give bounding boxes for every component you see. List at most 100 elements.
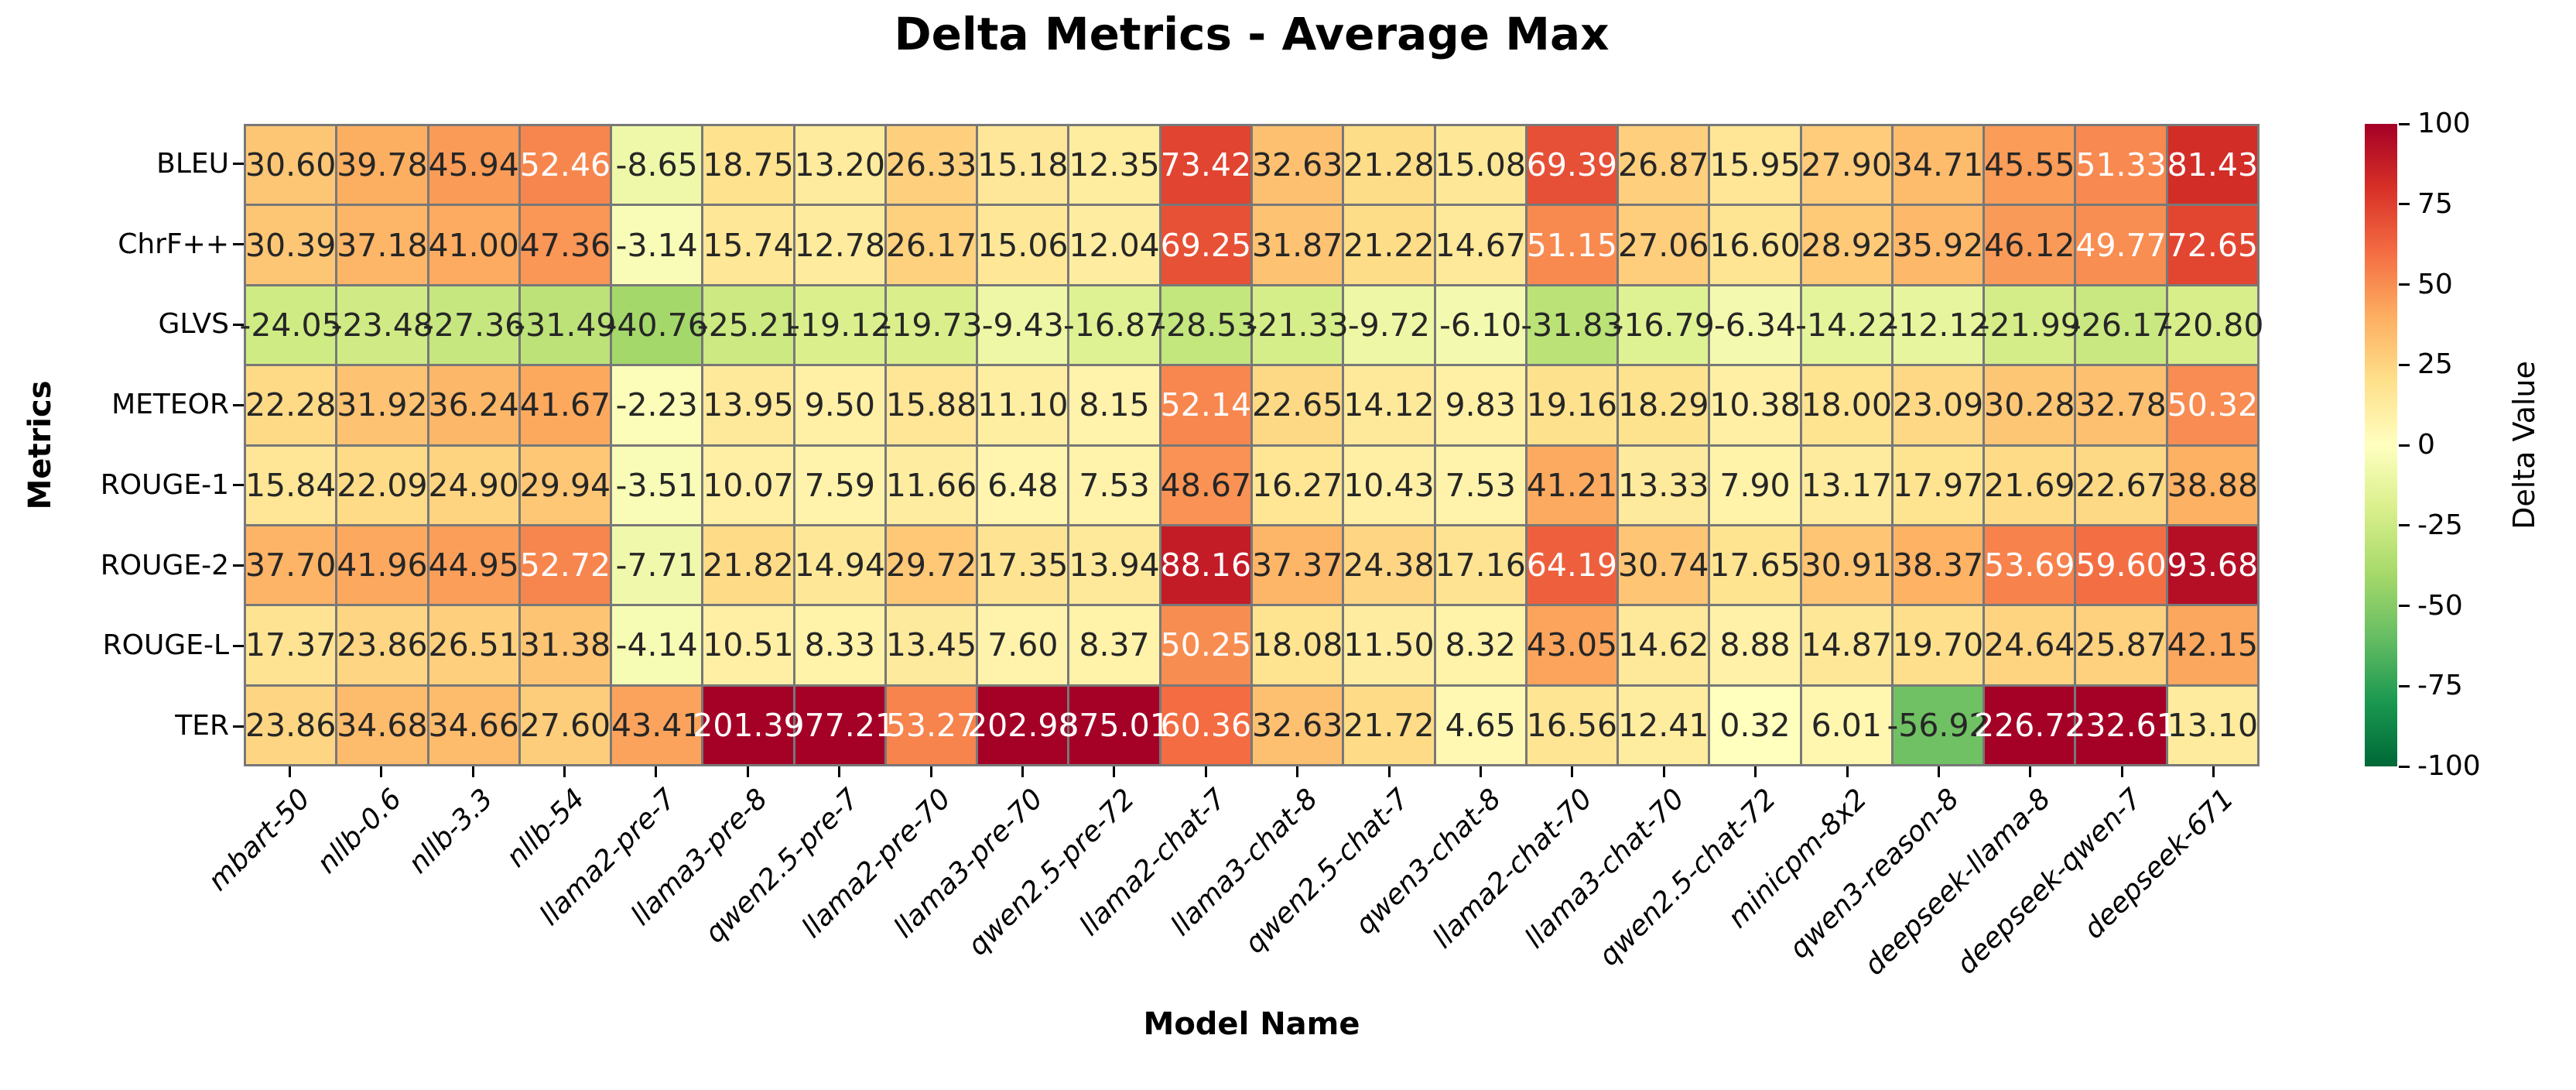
heatmap-cell-value: -6.34 xyxy=(1713,306,1797,344)
colorbar-label: Delta Value xyxy=(2507,361,2541,530)
heatmap-cell: 4.65 xyxy=(1435,686,1525,764)
heatmap-cell-value: 9.83 xyxy=(1445,386,1516,424)
heatmap-cell-value: -14.22 xyxy=(1795,306,1898,344)
heatmap-cell: 22.65 xyxy=(1252,366,1343,444)
x-tick-mark xyxy=(1571,766,1574,777)
heatmap-cell: -19.73 xyxy=(880,286,983,365)
heatmap-cell-value: 15.95 xyxy=(1709,146,1801,184)
heatmap-cell-value: -27.36 xyxy=(422,306,525,344)
x-tick-mark xyxy=(1662,766,1665,777)
heatmap-cell-value: 18.00 xyxy=(1801,386,1892,424)
heatmap-cell-value: 81.43 xyxy=(2167,146,2259,184)
heatmap-cell: 27.90 xyxy=(1801,126,1892,204)
heatmap-cell: 18.08 xyxy=(1252,606,1343,684)
heatmap-cell: -7.71 xyxy=(612,526,702,605)
heatmap-cell: 49.77 xyxy=(2075,206,2167,284)
x-tick-mark xyxy=(1021,766,1024,777)
colorbar-tick-label: 0 xyxy=(2417,429,2435,461)
heatmap-cell: 59.60 xyxy=(2075,526,2167,605)
colorbar-tick-mark xyxy=(2399,605,2410,607)
heatmap-cell: 38.37 xyxy=(1893,526,1983,605)
heatmap-cell: 26.33 xyxy=(886,126,977,204)
heatmap-cell: 14.87 xyxy=(1801,606,1892,684)
heatmap-cell: 22.28 xyxy=(245,366,336,444)
heatmap-cell: 14.12 xyxy=(1343,366,1435,444)
heatmap-cell-value: 11.66 xyxy=(885,466,977,504)
heatmap-cell-value: 21.28 xyxy=(1343,146,1435,184)
x-tick-mark xyxy=(288,766,291,777)
heatmap-cell-value: 25.87 xyxy=(2075,626,2167,664)
y-tick-label: ROUGE-1 xyxy=(100,468,229,501)
heatmap-cell-value: 31.38 xyxy=(519,626,611,664)
heatmap-cell-value: 51.15 xyxy=(1526,226,1618,264)
heatmap-cell-value: 16.56 xyxy=(1526,706,1618,744)
heatmap-cell-value: 49.77 xyxy=(2075,226,2167,264)
heatmap-cell-value: 46.12 xyxy=(1984,226,2075,264)
colorbar-tick-mark xyxy=(2399,444,2410,447)
heatmap-cell-value: 42.15 xyxy=(2167,626,2259,664)
heatmap-cell: 8.33 xyxy=(795,606,884,684)
heatmap-cell-value: 52.14 xyxy=(1160,386,1252,424)
heatmap-cell: 52.72 xyxy=(520,526,611,605)
heatmap-cell-value: 29.94 xyxy=(519,466,611,504)
heatmap-cell-value: 6.01 xyxy=(1811,706,1882,744)
heatmap-cell: 32.63 xyxy=(1252,686,1343,764)
heatmap-cell: 21.72 xyxy=(1343,686,1435,764)
heatmap-cell-value: 232.61 xyxy=(2065,706,2177,744)
colorbar-tick-label: -25 xyxy=(2417,509,2463,541)
heatmap-cell-value: 11.10 xyxy=(977,386,1069,424)
heatmap-cell-value: 11.50 xyxy=(1343,626,1435,664)
x-tick-mark xyxy=(1480,766,1483,777)
heatmap-cell: 11.66 xyxy=(885,446,977,524)
heatmap-cell: 202.98 xyxy=(967,686,1079,764)
heatmap-cell: 13.94 xyxy=(1069,526,1160,605)
heatmap-cell-value: 8.32 xyxy=(1445,626,1516,664)
heatmap-cell: -3.14 xyxy=(612,206,702,284)
heatmap-cell-value: 10.51 xyxy=(703,626,794,664)
heatmap-cell: 41.21 xyxy=(1527,446,1617,524)
heatmap-cell: 41.96 xyxy=(337,526,428,605)
heatmap-cell-value: 27.60 xyxy=(519,706,611,744)
y-tick-label: TER xyxy=(175,710,229,742)
heatmap-cell: 13.45 xyxy=(886,606,977,684)
heatmap-cell-value: 36.24 xyxy=(428,386,519,424)
y-tick-mark xyxy=(233,323,244,326)
heatmap-cell: 88.16 xyxy=(1161,526,1251,605)
x-tick-label: mbart-50 xyxy=(201,783,316,897)
heatmap-cell: 17.65 xyxy=(1709,526,1801,605)
heatmap-cell-value: -16.79 xyxy=(1612,306,1715,344)
heatmap-cell-value: 13.33 xyxy=(1618,466,1709,504)
heatmap-cell: 30.91 xyxy=(1801,526,1892,605)
heatmap-cell: 16.60 xyxy=(1709,206,1801,284)
heatmap-cell-value: -16.87 xyxy=(1062,306,1166,344)
heatmap-cell-value: 31.92 xyxy=(337,386,428,424)
heatmap-cell-value: 13.10 xyxy=(2167,706,2259,744)
heatmap-cell: 22.09 xyxy=(337,446,428,524)
heatmap-cell: 10.07 xyxy=(703,446,794,524)
heatmap-cell: 15.08 xyxy=(1435,126,1526,204)
heatmap-cell-value: 7.59 xyxy=(804,466,875,504)
heatmap-cell-value: 30.74 xyxy=(1618,547,1709,584)
heatmap-cell-value: 27.06 xyxy=(1618,226,1709,264)
heatmap-cell-value: -31.49 xyxy=(514,306,617,344)
heatmap-cell-value: 41.67 xyxy=(519,386,611,424)
heatmap-cell: 23.86 xyxy=(245,686,336,764)
heatmap-cell-value: 44.95 xyxy=(428,547,519,584)
heatmap-cell: -25.21 xyxy=(697,286,799,365)
heatmap-cell-value: -8.65 xyxy=(615,146,698,184)
heatmap-cell: 26.51 xyxy=(428,606,519,684)
heatmap-cell: 26.17 xyxy=(886,206,977,284)
heatmap-cell: 41.67 xyxy=(519,366,611,444)
colorbar xyxy=(2365,124,2397,766)
heatmap-cell: 34.66 xyxy=(428,686,519,764)
heatmap-cell-value: 14.67 xyxy=(1435,226,1526,264)
x-tick-mark xyxy=(746,766,749,777)
heatmap-cell: 6.48 xyxy=(978,446,1068,524)
colorbar-tick-label: 50 xyxy=(2417,268,2453,300)
x-tick-mark xyxy=(1204,766,1207,777)
heatmap-cell-value: 7.53 xyxy=(1079,466,1150,504)
heatmap-cell-value: 21.69 xyxy=(1984,466,2075,504)
heatmap-cell: -24.05 xyxy=(240,286,342,365)
heatmap-cell: 53.27 xyxy=(886,686,977,764)
heatmap-cell-value: 14.87 xyxy=(1801,626,1892,664)
